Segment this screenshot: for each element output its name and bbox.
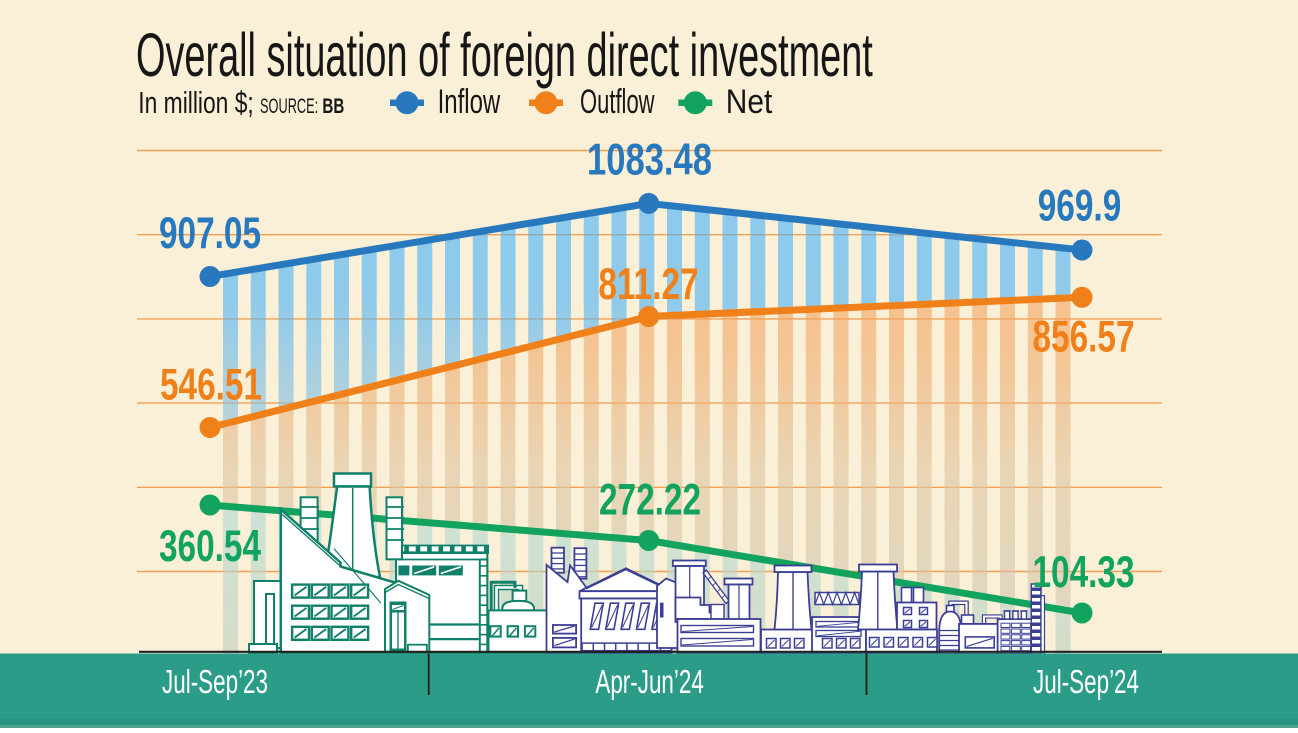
svg-text:Overall situation of foreign d: Overall situation of foreign direct inve… <box>136 20 873 89</box>
svg-text:SOURCE:: SOURCE: <box>260 94 318 118</box>
svg-text:Net: Net <box>726 82 773 120</box>
svg-text:856.57: 856.57 <box>1032 312 1134 362</box>
svg-text:BB: BB <box>322 94 344 118</box>
svg-text:546.51: 546.51 <box>160 360 262 410</box>
svg-text:969.9: 969.9 <box>1038 181 1122 231</box>
svg-text:104.33: 104.33 <box>1032 547 1134 597</box>
svg-text:907.05: 907.05 <box>159 208 261 258</box>
svg-text:272.22: 272.22 <box>599 475 701 525</box>
svg-text:In million $;: In million $; <box>138 85 253 120</box>
svg-text:811.27: 811.27 <box>598 259 698 309</box>
svg-text:1083.48: 1083.48 <box>587 135 712 184</box>
svg-text:360.54: 360.54 <box>159 521 261 571</box>
svg-text:Jul-Sep’24: Jul-Sep’24 <box>1033 663 1139 700</box>
svg-text:Outflow: Outflow <box>580 83 655 121</box>
svg-text:Apr-Jun’24: Apr-Jun’24 <box>595 663 703 700</box>
svg-text:Inflow: Inflow <box>438 83 501 121</box>
svg-text:Jul-Sep’23: Jul-Sep’23 <box>162 663 268 700</box>
